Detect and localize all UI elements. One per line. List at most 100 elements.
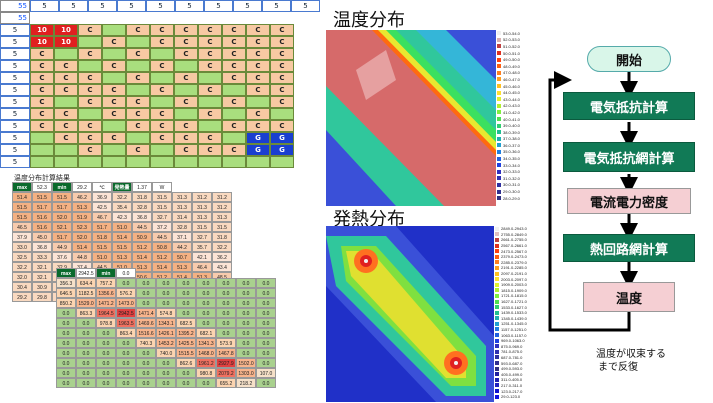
legend-swatch bbox=[497, 189, 501, 194]
sheet-cell: 51.0 bbox=[92, 252, 112, 262]
sheet-cell: 51.0 bbox=[112, 222, 132, 232]
grid-cell: C bbox=[198, 108, 222, 120]
grid-cell: C bbox=[222, 96, 246, 108]
sheet-cell: 51.4 bbox=[72, 242, 92, 252]
legend-label: 781.0-875.0 bbox=[501, 349, 523, 355]
sheet-cell: 1182.5 bbox=[76, 288, 96, 298]
sheet-cell: 52.0 bbox=[52, 212, 72, 222]
flow-step-current-density: 電流電力密度 bbox=[567, 188, 691, 214]
sheet-cell: 52.1 bbox=[52, 222, 72, 232]
legend-swatch bbox=[495, 254, 499, 259]
grid-cell: C bbox=[126, 72, 150, 84]
legend-swatch bbox=[497, 123, 501, 128]
temp-title: 温度分布 bbox=[333, 10, 405, 31]
sheet-heat-unit: W bbox=[152, 182, 172, 192]
legend-swatch bbox=[495, 389, 499, 394]
grid-cell: C bbox=[126, 24, 150, 36]
legend-entry: 311.0-405.0 bbox=[495, 377, 543, 383]
legend-swatch bbox=[495, 237, 499, 242]
legend-entry: 2003.0-2097.0 bbox=[495, 276, 543, 282]
grid-cell: C bbox=[30, 48, 54, 60]
legend-label: 49.0-50.0 bbox=[503, 57, 520, 63]
calc-title: 温度分布計算結果 bbox=[14, 174, 70, 182]
grid-cell bbox=[102, 156, 126, 168]
grid-cell bbox=[222, 156, 246, 168]
sheet-cell: 1303.0 bbox=[236, 368, 256, 378]
legend-label: 1251.0-1345.0 bbox=[501, 321, 527, 327]
sheet-cell: 37.1 bbox=[172, 232, 192, 242]
grid-cell: G bbox=[246, 132, 270, 144]
legend-entry: 34.0-35.0 bbox=[497, 155, 543, 162]
sheet-cell: 0.0 bbox=[176, 378, 196, 388]
sheet-cell: 0.0 bbox=[76, 378, 96, 388]
sheet-cell: 0.0 bbox=[56, 378, 76, 388]
legend-entry: 47.0-48.0 bbox=[497, 70, 543, 77]
legend-label: 311.0-405.0 bbox=[501, 377, 523, 383]
grid-cell: 10 bbox=[54, 24, 78, 36]
sheet-cell: 0.0 bbox=[156, 368, 176, 378]
grid-cell: C bbox=[198, 60, 222, 72]
grid-cell: C bbox=[174, 96, 198, 108]
grid-cell: C bbox=[54, 84, 78, 96]
sheet-cell: 0.0 bbox=[256, 308, 276, 318]
legend-swatch bbox=[495, 271, 499, 276]
grid-cell bbox=[126, 84, 150, 96]
legend-swatch bbox=[497, 31, 501, 36]
legend-swatch bbox=[497, 136, 501, 141]
sheet-cell: 1356.6 bbox=[96, 288, 116, 298]
legend-entry: 1063.0-1157.0 bbox=[495, 332, 543, 338]
legend-label: 217.0-311.0 bbox=[501, 382, 523, 388]
grid-cell: C bbox=[102, 96, 126, 108]
legend-swatch bbox=[497, 169, 501, 174]
sheet-cell: 51.5 bbox=[52, 192, 72, 202]
sheet-cell: 850.2 bbox=[56, 298, 76, 308]
grid-cell: 10 bbox=[54, 36, 78, 48]
legend-swatch bbox=[497, 182, 501, 187]
sheet-cell: 0.0 bbox=[116, 348, 136, 358]
sheet-cell: 576.2 bbox=[116, 288, 136, 298]
sheet-cell: 980.8 bbox=[196, 368, 216, 378]
legend-entry: 1533.0-1627.0 bbox=[495, 304, 543, 310]
legend-label: 43.0-44.0 bbox=[503, 96, 520, 102]
legend-label: 1721.0-1815.0 bbox=[501, 293, 527, 299]
sheet-cell: 31.3 bbox=[192, 212, 212, 222]
legend-entry: 36.0-37.0 bbox=[497, 142, 543, 149]
grid-cell: C bbox=[174, 144, 198, 156]
legend-entry: 33.0-34.0 bbox=[497, 162, 543, 169]
legend-label: 29.0-123.0 bbox=[501, 394, 521, 400]
grid-cell bbox=[150, 144, 174, 156]
grid-cell: C bbox=[174, 24, 198, 36]
sheet-cell: 32.2 bbox=[112, 192, 132, 202]
grid-cell: C bbox=[78, 132, 102, 144]
sheet-cell: 44.8 bbox=[72, 252, 92, 262]
sheet-cell: 0.0 bbox=[56, 308, 76, 318]
grid-cell: C bbox=[222, 60, 246, 72]
grid-cell: C bbox=[126, 96, 150, 108]
sheet-cell: 0.0 bbox=[236, 298, 256, 308]
legend-swatch bbox=[497, 103, 501, 108]
grid-header-cell: 5 bbox=[204, 0, 233, 12]
sheet-cell: 32.1 bbox=[32, 262, 52, 272]
grid-cell: C bbox=[54, 108, 78, 120]
legend-entry: 2285.0-2379.0 bbox=[495, 260, 543, 266]
sheet-cell: 31.5 bbox=[192, 222, 212, 232]
legend-swatch bbox=[495, 299, 499, 304]
sheet-cell: 0.0 bbox=[176, 298, 196, 308]
grid-cell: C bbox=[270, 60, 294, 72]
sheet-cell: 37.9 bbox=[12, 232, 32, 242]
grid-cell: C bbox=[174, 48, 198, 60]
sheet-cell: 0.0 bbox=[156, 298, 176, 308]
legend-swatch bbox=[497, 51, 501, 56]
legend-swatch bbox=[495, 226, 499, 231]
legend-swatch bbox=[495, 338, 499, 343]
grid-cell: C bbox=[78, 48, 102, 60]
sheet-cell: 51.7 bbox=[52, 232, 72, 242]
grid-cell bbox=[198, 120, 222, 132]
legend-entry: 28.0-29.0 bbox=[497, 195, 543, 202]
legend-entry: 2849.0-2943.0 bbox=[495, 226, 543, 232]
grid-header-cell: 5 bbox=[262, 0, 291, 12]
legend-entry: 29.0-30.0 bbox=[497, 188, 543, 195]
sheet-cell: 51.3 bbox=[112, 252, 132, 262]
legend-label: 35.0-36.0 bbox=[503, 149, 520, 155]
sheet-cell: 863.3 bbox=[76, 308, 96, 318]
